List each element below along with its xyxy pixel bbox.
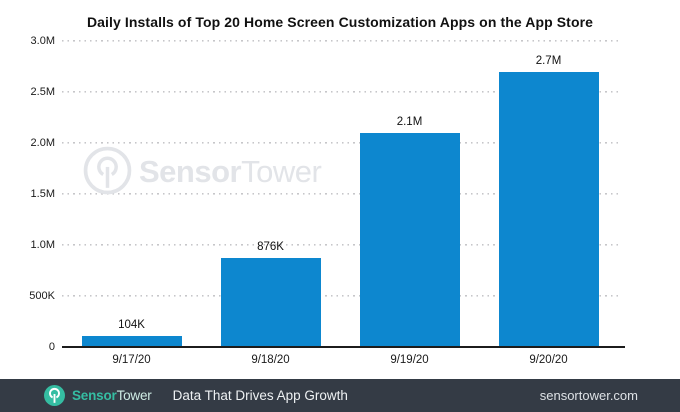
bar — [359, 132, 460, 347]
gridline — [62, 244, 619, 247]
gridline — [62, 40, 619, 43]
footer-bar: SensorTower Data That Drives App Growth … — [0, 379, 680, 412]
gridline — [62, 142, 619, 145]
x-tick-label: 9/17/20 — [112, 354, 151, 366]
y-tick-label: 1.0M — [30, 239, 55, 251]
footer-website: sensortower.com — [539, 388, 638, 403]
x-tick-label: 9/19/20 — [390, 354, 429, 366]
y-axis: 3.0M 2.5M 2.0M 1.5M 1.0M 500K 0 — [0, 35, 55, 353]
gridline — [62, 193, 619, 196]
bar — [220, 257, 321, 347]
sensortower-logo-icon — [44, 385, 65, 406]
bar-group: 2.1M 9/19/20 — [340, 41, 479, 366]
bar-group: 2.7M 9/20/20 — [479, 41, 618, 366]
footer-brand-bold: Sensor — [72, 388, 117, 403]
bar-group: 104K 9/17/20 — [62, 41, 201, 366]
y-tick-label: 2.0M — [30, 137, 55, 149]
bar — [498, 71, 599, 347]
chart-title: Daily Installs of Top 20 Home Screen Cus… — [86, 14, 594, 30]
y-tick-label: 2.5M — [30, 86, 55, 98]
y-tick-label: 500K — [29, 290, 55, 302]
gridline — [62, 91, 619, 94]
footer-brand: SensorTower — [44, 385, 152, 406]
bar-value-label: 104K — [118, 319, 145, 332]
x-tick-label: 9/18/20 — [251, 354, 290, 366]
bar-value-label: 2.1M — [396, 115, 423, 128]
bar-series: 104K 9/17/20 876K 9/18/20 2.1M 9/19/20 2… — [62, 41, 619, 366]
footer-tagline: Data That Drives App Growth — [172, 388, 348, 403]
footer-brand-light: Tower — [116, 388, 152, 403]
y-tick-label: 1.5M — [30, 188, 55, 200]
x-tick-label: 9/20/20 — [529, 354, 568, 366]
bar-value-label: 2.7M — [535, 54, 562, 67]
bar-group: 876K 9/18/20 — [201, 41, 340, 366]
y-tick-label: 3.0M — [30, 35, 55, 47]
gridline — [62, 295, 619, 298]
footer-brand-text: SensorTower — [72, 388, 152, 403]
x-axis-line — [62, 346, 625, 348]
plot-area: 104K 9/17/20 876K 9/18/20 2.1M 9/19/20 2… — [62, 40, 625, 366]
bar-value-label: 876K — [257, 240, 284, 253]
bar — [81, 336, 182, 347]
y-tick-label: 0 — [48, 341, 55, 353]
